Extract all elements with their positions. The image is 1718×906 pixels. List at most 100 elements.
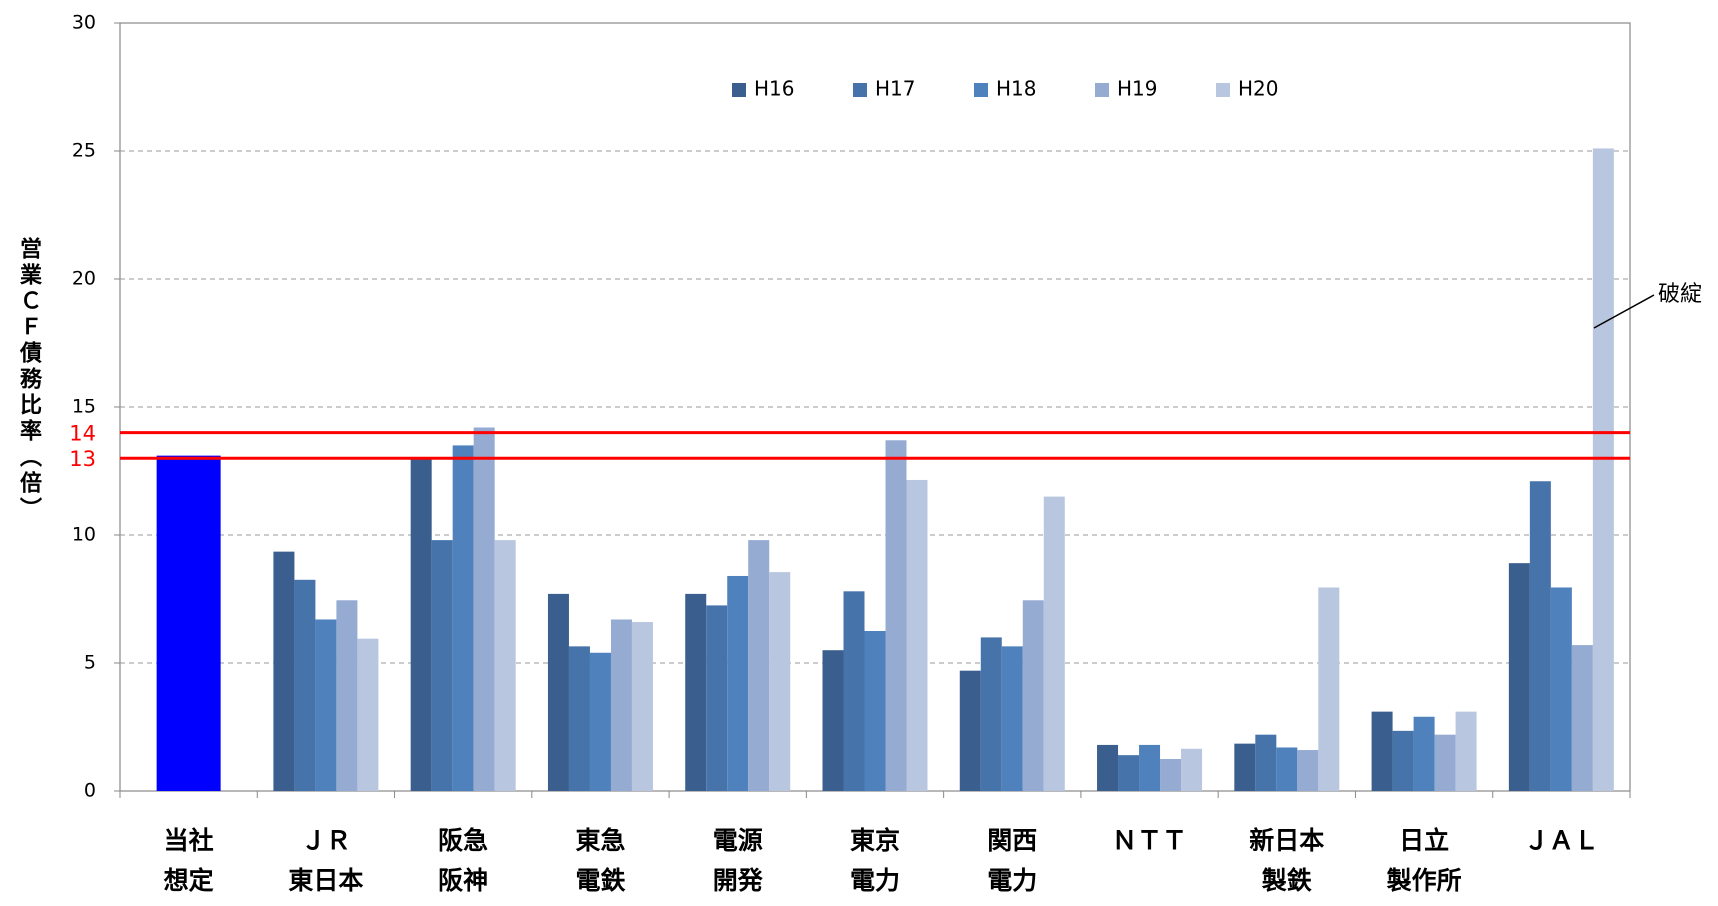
y-axis-label: 営業ＣＦ債務比率（倍） [16, 236, 43, 523]
bar [452, 445, 474, 791]
x-tick-label: ＪＲ 東日本 [288, 826, 363, 895]
bar [631, 622, 653, 791]
bar [685, 593, 707, 791]
x-tick-label-line: 想定 [164, 866, 214, 895]
bar [494, 540, 516, 791]
x-tick-label-line: 阪神 [438, 866, 488, 895]
y-tick-label: 5 [84, 652, 96, 674]
bar [1297, 750, 1319, 791]
bar [273, 551, 295, 791]
x-tick-label-line: 製鉄 [1261, 866, 1312, 895]
bar [1022, 600, 1044, 791]
bar [1276, 747, 1298, 791]
x-tick-label-line: 東急 [575, 826, 625, 855]
bar [885, 440, 907, 791]
x-tick-label: 東急電鉄 [575, 826, 625, 895]
x-tick-label-line: ＪＲ [301, 826, 351, 855]
x-tick-label: 東京電力 [850, 826, 900, 895]
legend-swatch [1216, 83, 1230, 97]
bar [336, 600, 358, 791]
bar [1234, 743, 1256, 791]
bar [1118, 755, 1140, 791]
bar [843, 591, 865, 791]
bar [315, 619, 337, 791]
annotation: 破綻 [1658, 282, 1702, 307]
legend-label: H17 [875, 77, 916, 101]
y-tick-label: 25 [72, 140, 96, 162]
bar [357, 638, 379, 791]
y-tick-label: 20 [72, 268, 96, 290]
bar [1160, 759, 1182, 791]
bar [610, 619, 632, 791]
reference-label: 13 [69, 447, 96, 471]
bar [1097, 744, 1119, 791]
bar [589, 652, 611, 791]
annotation-leader [1593, 294, 1655, 329]
x-tick-label: 新日本製鉄 [1249, 826, 1324, 895]
x-tick-label-line: 東京 [850, 826, 900, 855]
bar [1255, 734, 1277, 791]
legend-swatch [732, 83, 746, 97]
bar [1139, 744, 1161, 791]
bar [864, 631, 886, 791]
bar [1571, 645, 1593, 791]
bar [1392, 730, 1414, 791]
bar [1455, 711, 1477, 791]
bar [1434, 734, 1456, 791]
y-tick-label: 0 [84, 780, 96, 802]
bar [1550, 587, 1572, 791]
bar [294, 579, 316, 791]
x-tick-label-line: 当社 [164, 826, 214, 855]
x-tick-label: ＪＡＬ [1524, 826, 1599, 855]
bar [1318, 587, 1340, 791]
bar [906, 479, 928, 791]
legend-label: H20 [1238, 77, 1279, 101]
legend-swatch [853, 83, 867, 97]
bar [1413, 716, 1435, 791]
bar [431, 540, 453, 791]
bar [769, 572, 791, 791]
bar [727, 575, 749, 791]
legend-swatch [1095, 83, 1109, 97]
highlight-bar [156, 455, 221, 791]
x-tick-label: 当社想定 [164, 826, 214, 895]
bar [1508, 563, 1530, 791]
x-tick-label-line: 電力 [850, 866, 900, 895]
bar [980, 637, 1002, 791]
bar [1043, 496, 1065, 791]
x-tick-label-line: ＪＡＬ [1524, 826, 1599, 855]
x-tick-label: ＮＴＴ [1112, 826, 1187, 855]
bar [1001, 646, 1023, 791]
bar [473, 427, 495, 791]
y-tick-label: 15 [72, 396, 96, 418]
bar [1181, 748, 1203, 791]
y-tick-label: 10 [72, 524, 96, 546]
legend-label: H18 [996, 77, 1037, 101]
x-tick-label: 日立製作所 [1386, 826, 1462, 895]
x-tick-label-line: 製作所 [1386, 866, 1462, 895]
x-tick-label-line: 電鉄 [575, 866, 625, 895]
bar [822, 650, 844, 791]
bar [547, 593, 569, 791]
bar [410, 458, 432, 791]
bar [748, 540, 770, 791]
bar [959, 670, 981, 791]
legend-swatch [974, 83, 988, 97]
x-tick-label-line: 東日本 [288, 866, 363, 895]
x-tick-label-line: 阪急 [438, 826, 488, 855]
x-tick-label-line: 電力 [987, 866, 1037, 895]
x-tick-label: 電源開発 [713, 826, 764, 895]
x-tick-label: 阪急阪神 [438, 826, 488, 895]
x-tick-label: 関西電力 [987, 826, 1037, 895]
x-tick-label-line: ＮＴＴ [1112, 826, 1187, 855]
bar [706, 605, 728, 791]
x-tick-label-line: 関西 [987, 826, 1037, 855]
legend-label: H19 [1117, 77, 1158, 101]
bar [1529, 481, 1551, 791]
bar [568, 646, 590, 791]
reference-label: 14 [69, 422, 96, 446]
legend-label: H16 [754, 77, 795, 101]
x-tick-label-line: 開発 [713, 866, 764, 895]
x-tick-label-line: 日立 [1399, 826, 1449, 855]
